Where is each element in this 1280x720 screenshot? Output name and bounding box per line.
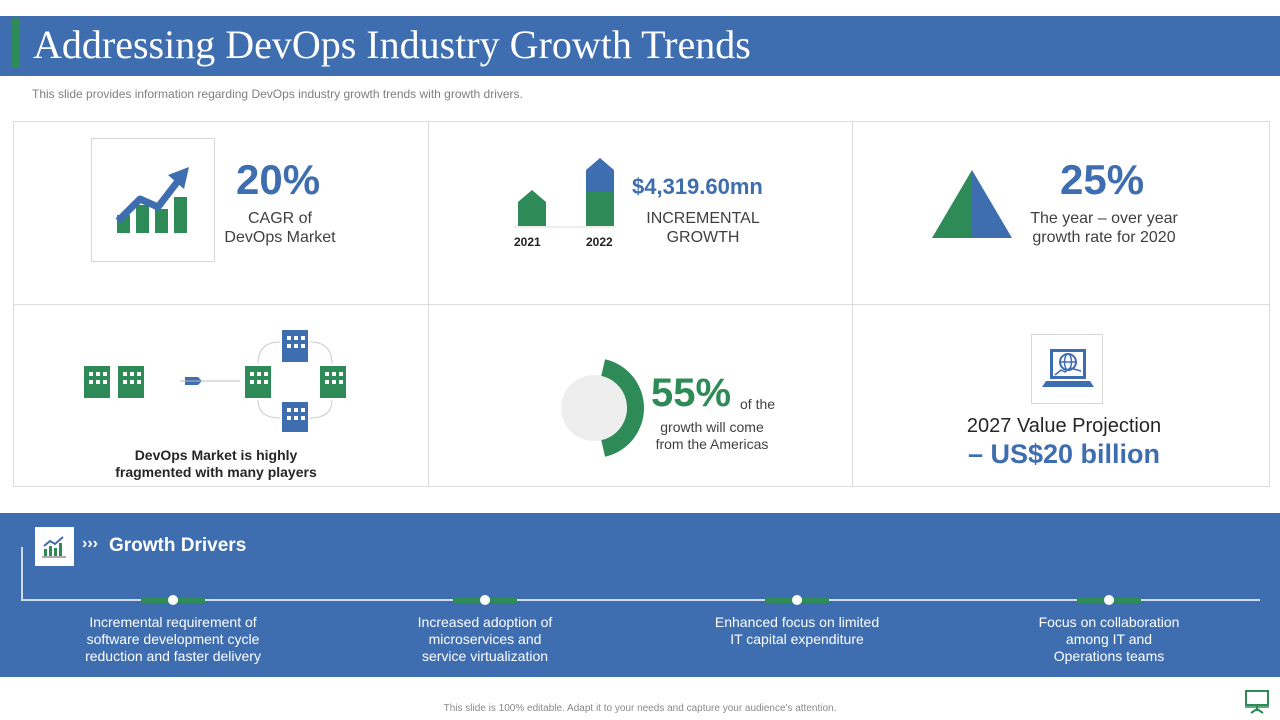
americas-label: growth will come from the Americas bbox=[640, 419, 784, 453]
cagr-value: 20% bbox=[236, 156, 321, 203]
donut-arc bbox=[601, 359, 644, 457]
cagr-label-line: DevOps Market bbox=[224, 229, 336, 246]
driver-item: Incremental requirement of software deve… bbox=[63, 614, 283, 665]
projection-label: 2027 Value Projection bbox=[966, 415, 1162, 437]
grid-divider bbox=[14, 304, 1269, 305]
driver-item-line: software development cycle bbox=[86, 631, 260, 647]
pyramid-icon bbox=[932, 170, 1012, 238]
drivers-icon-box bbox=[35, 527, 74, 566]
fragmented-label-line: fragmented with many players bbox=[115, 464, 317, 480]
driver-item: Enhanced focus on limited IT capital exp… bbox=[687, 614, 907, 648]
yoy-value: 25% bbox=[1060, 156, 1145, 203]
driver-item: Increased adoption of microservices and … bbox=[375, 614, 595, 665]
growth-chart-icon bbox=[115, 167, 189, 233]
footer-note: This slide is 100% editable. Adapt it to… bbox=[443, 703, 837, 714]
chart-icon bbox=[42, 536, 66, 558]
year-2022-label: 2022 bbox=[586, 235, 613, 249]
incremental-label-line: GROWTH bbox=[666, 229, 740, 246]
cagr-label-line: CAGR of bbox=[247, 210, 312, 227]
driver-node-dot bbox=[168, 595, 178, 605]
fragmented-label: DevOps Market is highly fragmented with … bbox=[80, 447, 352, 481]
driver-node-dot bbox=[1104, 595, 1114, 605]
donut-icon bbox=[561, 359, 644, 457]
americas-label-line: growth will come bbox=[660, 419, 764, 435]
title-accent bbox=[11, 18, 20, 67]
americas-value: 55% bbox=[651, 371, 732, 415]
year-2021-label: 2021 bbox=[514, 235, 541, 249]
projection-value: – US$20 billion bbox=[967, 439, 1161, 469]
drivers-chevrons: ››› bbox=[82, 535, 98, 552]
yoy-label: The year – over year growth rate for 202… bbox=[1004, 209, 1204, 247]
drivers-timeline bbox=[22, 599, 1260, 601]
driver-item-line: among IT and bbox=[1065, 631, 1153, 647]
driver-item-line: IT capital expenditure bbox=[730, 631, 864, 647]
incremental-value: $4,319.60mn bbox=[632, 174, 763, 199]
title-bar: Addressing DevOps Industry Growth Trends bbox=[0, 16, 1280, 76]
drivers-connector bbox=[21, 547, 23, 601]
yoy-label-line: growth rate for 2020 bbox=[1032, 229, 1176, 246]
drivers-title: Growth Drivers bbox=[109, 535, 247, 556]
driver-item-line: Increased adoption of bbox=[417, 614, 553, 630]
bar-comparison-icon bbox=[514, 158, 616, 228]
driver-item-line: service virtualization bbox=[421, 648, 549, 664]
americas-label-line: from the Americas bbox=[655, 436, 769, 452]
driver-item-line: Incremental requirement of bbox=[89, 614, 257, 630]
stats-grid bbox=[13, 121, 1270, 487]
driver-item-line: microservices and bbox=[428, 631, 542, 647]
driver-item-line: Focus on collaboration bbox=[1038, 614, 1180, 630]
page-subtitle: This slide provides information regardin… bbox=[32, 87, 523, 101]
driver-item-line: Enhanced focus on limited bbox=[714, 614, 880, 630]
fragmented-label-line: DevOps Market is highly bbox=[134, 447, 298, 463]
driver-node-dot bbox=[792, 595, 802, 605]
cagr-label: CAGR of DevOps Market bbox=[200, 209, 360, 247]
page-title: Addressing DevOps Industry Growth Trends bbox=[33, 22, 751, 67]
donut-center bbox=[561, 375, 627, 441]
growth-chart-icon-box bbox=[91, 138, 215, 262]
buildings-network-icon bbox=[84, 330, 346, 432]
globe-laptop-icon-box bbox=[1031, 334, 1103, 404]
yoy-label-line: The year – over year bbox=[1030, 210, 1178, 227]
presentation-icon bbox=[1245, 690, 1269, 714]
americas-suffix: of the bbox=[740, 396, 776, 412]
growth-drivers-panel: ››› Growth Drivers Incremental requireme… bbox=[0, 513, 1280, 677]
driver-item-line: Operations teams bbox=[1053, 648, 1165, 664]
driver-node-dot bbox=[480, 595, 490, 605]
driver-item: Focus on collaboration among IT and Oper… bbox=[999, 614, 1219, 665]
incremental-label: INCREMENTAL GROWTH bbox=[622, 209, 784, 247]
driver-item-line: reduction and faster delivery bbox=[85, 648, 261, 664]
incremental-label-line: INCREMENTAL bbox=[646, 210, 760, 227]
globe-laptop-icon bbox=[1042, 349, 1094, 387]
